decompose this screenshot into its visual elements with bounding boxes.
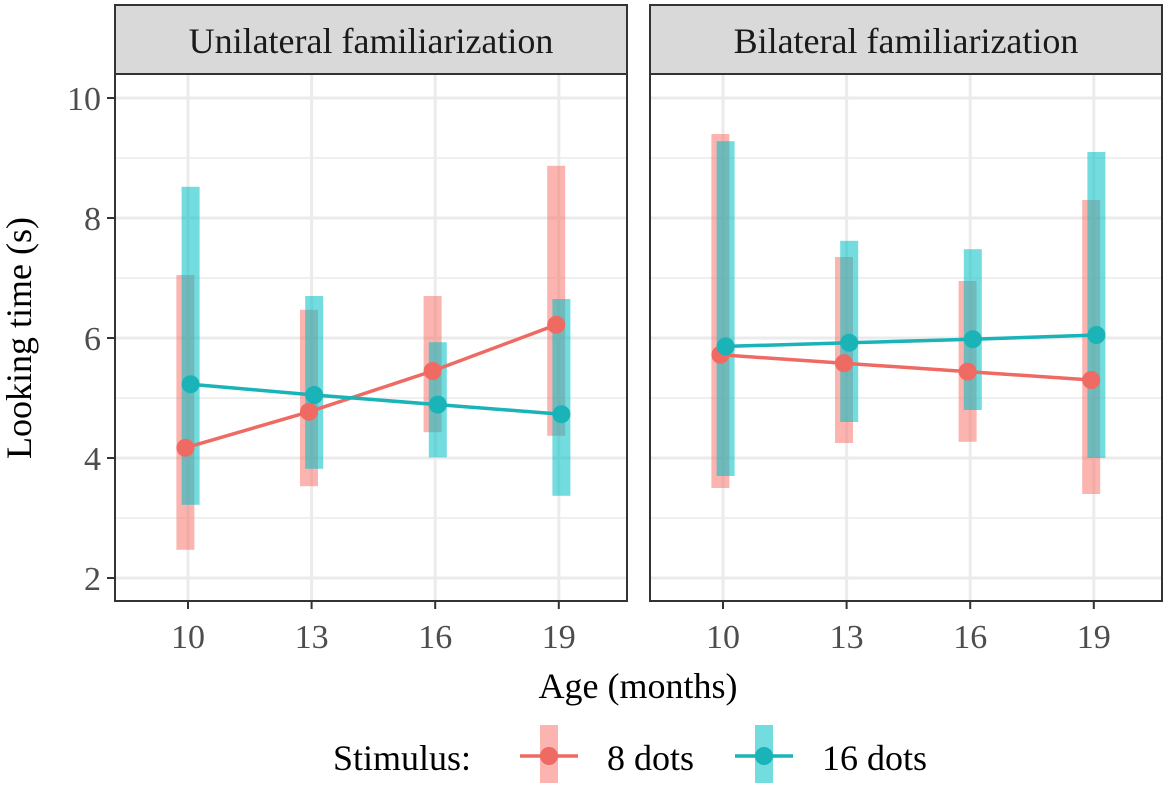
- x-tick-label: 10: [706, 619, 740, 656]
- data-point-8-dots-age-13: [835, 354, 853, 373]
- error-bar-16-dots-age-19: [1087, 152, 1106, 458]
- legend-keys: [520, 725, 793, 783]
- error-bar-16-dots-age-10: [716, 141, 735, 476]
- data-point-16-dots-age-19: [1087, 326, 1106, 344]
- data-point-16-dots-age-10: [716, 337, 735, 356]
- data-point-8-dots-age-16: [423, 362, 442, 380]
- axes: 10 13 16 19 10 13 16 19 2 4 6 8 10: [67, 81, 1111, 656]
- data-point-16-dots-age-16: [428, 395, 447, 414]
- legend: Stimulus: 8 dots 16 dots: [333, 725, 927, 783]
- panel-strip-title: Unilateral familiarization: [189, 21, 554, 61]
- data-point-16-dots-age-16: [963, 330, 982, 349]
- panel-unilateral-familiarization: Unilateral familiarization: [114, 4, 628, 602]
- data-point-8-dots-age-13: [300, 402, 318, 421]
- error-bar-16-dots-age-13: [305, 296, 324, 469]
- data-point-8-dots-age-19: [547, 315, 566, 334]
- error-bar-16-dots-age-10: [181, 186, 200, 505]
- panel-strip: [649, 4, 1163, 75]
- x-tick-label: 13: [295, 619, 329, 656]
- panels: Unilateral familiarization Bilateral fami…: [114, 4, 1163, 602]
- y-axis-title: Looking time (s): [0, 217, 39, 459]
- data-point-16-dots-age-13: [305, 386, 324, 404]
- data-point-16-dots-age-13: [840, 333, 859, 352]
- x-tick-label: 13: [830, 619, 864, 656]
- y-tick-label: 6: [84, 321, 101, 358]
- x-tick-label: 10: [171, 619, 205, 656]
- y-tick-label: 2: [84, 561, 101, 598]
- legend-title: Stimulus:: [333, 738, 471, 778]
- legend-key-8-dots: [520, 725, 578, 783]
- legend-key-point: [755, 747, 773, 765]
- panel-strip-title: Bilateral familiarization: [734, 21, 1079, 61]
- legend-key-16-dots: [735, 725, 793, 783]
- y-tick-label: 10: [67, 81, 101, 118]
- error-bar-16-dots-age-19: [552, 299, 571, 496]
- data-point-8-dots-age-16: [958, 362, 977, 381]
- y-tick-label: 8: [84, 201, 101, 238]
- series-line-8-dots: [184, 323, 557, 450]
- x-tick-label: 16: [418, 619, 452, 656]
- panel-bilateral-familiarization: Bilateral familiarization: [649, 4, 1163, 602]
- data-point-8-dots-age-19: [1082, 371, 1101, 389]
- panel-strip: [114, 4, 628, 75]
- legend-label-16-dots: 16 dots: [822, 738, 927, 778]
- y-tick-label: 4: [84, 441, 101, 478]
- series-line-16-dots: [190, 382, 562, 416]
- error-bar-16-dots-age-16: [963, 249, 982, 410]
- data-point-8-dots-age-10: [176, 438, 195, 457]
- data-point-16-dots-age-19: [552, 405, 571, 424]
- series-line-16-dots: [725, 333, 1097, 349]
- x-axis-title: Age (months): [539, 666, 738, 706]
- legend-key-point: [540, 747, 558, 765]
- x-tick-label: 16: [953, 619, 987, 656]
- data-point-16-dots-age-10: [181, 375, 200, 394]
- series-line-8-dots: [720, 353, 1092, 382]
- legend-label-8-dots: 8 dots: [607, 738, 694, 778]
- x-tick-label: 19: [542, 619, 576, 656]
- x-tick-label: 19: [1077, 619, 1111, 656]
- error-bar-16-dots-age-13: [840, 240, 859, 422]
